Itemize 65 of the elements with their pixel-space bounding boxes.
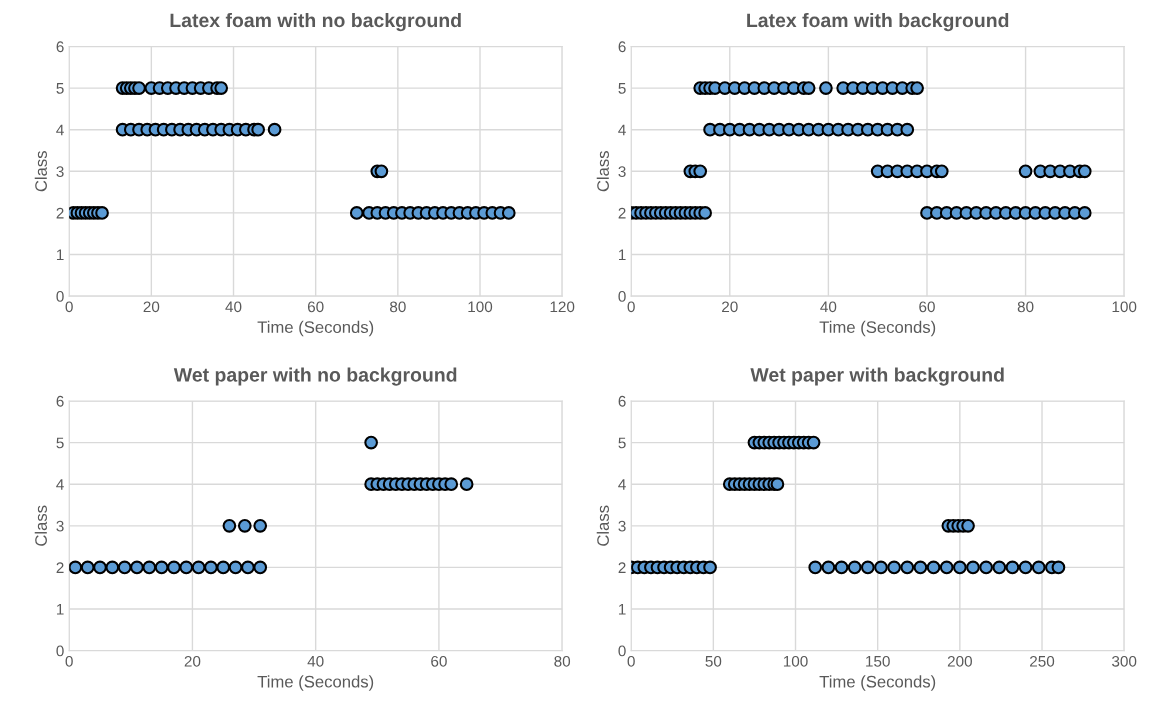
x-tick-label: 40 bbox=[225, 301, 242, 313]
x-tick-label: 300 bbox=[1112, 655, 1137, 667]
x-tick-label: 20 bbox=[143, 301, 160, 313]
y-tick-label: 1 bbox=[56, 604, 64, 615]
x-tick-label: 0 bbox=[65, 301, 73, 313]
x-tick-label: 250 bbox=[1030, 655, 1055, 667]
y-tick-label: 3 bbox=[56, 166, 64, 177]
x-tick-label: 60 bbox=[431, 655, 447, 667]
y-tick-label: 5 bbox=[56, 83, 64, 94]
y-tick-label: 0 bbox=[618, 645, 626, 657]
y-tick-label: 6 bbox=[618, 41, 626, 53]
x-tick-label: 120 bbox=[550, 301, 575, 313]
chart-title: Wet paper with no background bbox=[173, 367, 457, 386]
y-tick-label: 2 bbox=[56, 207, 64, 219]
y-tick-label: 0 bbox=[56, 645, 64, 657]
x-tick-label: 80 bbox=[554, 655, 571, 667]
x-tick-label: 0 bbox=[627, 301, 635, 313]
y-tick-label: 4 bbox=[618, 479, 626, 490]
x-tick-label: 60 bbox=[307, 301, 324, 313]
chart-title: Latex foam with background bbox=[747, 12, 1009, 32]
chart-title: Wet paper with background bbox=[750, 367, 1004, 386]
y-tick-label: 1 bbox=[56, 249, 64, 261]
x-tick-label: 200 bbox=[947, 655, 972, 667]
y-tick-label: 5 bbox=[618, 83, 626, 94]
x-tick-label: 80 bbox=[390, 301, 406, 313]
x-tick-label: 0 bbox=[65, 655, 73, 667]
y-tick-label: 5 bbox=[618, 437, 626, 449]
x-tick-label: 20 bbox=[722, 301, 738, 313]
y-tick-label: 5 bbox=[56, 437, 64, 449]
y-tick-label: 1 bbox=[618, 249, 626, 261]
y-tick-label: 4 bbox=[56, 479, 64, 490]
y-tick-label: 3 bbox=[618, 520, 626, 532]
y-tick-label: 4 bbox=[618, 124, 626, 136]
y-tick-label: 1 bbox=[618, 604, 626, 615]
x-tick-label: 100 bbox=[1112, 301, 1137, 313]
y-axis-title: Class bbox=[596, 151, 609, 192]
y-axis-title: Class bbox=[34, 505, 47, 546]
y-tick-label: 6 bbox=[618, 395, 626, 407]
y-tick-label: 4 bbox=[56, 124, 64, 136]
x-tick-label: 100 bbox=[783, 655, 808, 667]
x-axis-title: Time (Seconds) bbox=[819, 675, 936, 691]
x-axis-title: Time (Seconds) bbox=[257, 320, 374, 337]
x-tick-label: 150 bbox=[866, 655, 890, 667]
x-tick-label: 50 bbox=[705, 655, 722, 667]
x-axis-title: Time (Seconds) bbox=[819, 320, 936, 337]
y-axis-title: Class bbox=[34, 151, 47, 192]
y-tick-label: 6 bbox=[56, 41, 64, 53]
y-tick-label: 2 bbox=[618, 207, 626, 219]
y-tick-label: 2 bbox=[56, 562, 64, 573]
y-tick-label: 0 bbox=[618, 291, 626, 302]
y-tick-label: 3 bbox=[56, 520, 64, 532]
x-tick-label: 80 bbox=[1017, 301, 1034, 313]
y-tick-label: 0 bbox=[56, 291, 64, 302]
x-tick-label: 0 bbox=[627, 655, 635, 667]
y-axis-title: Class bbox=[596, 505, 609, 546]
y-tick-label: 6 bbox=[56, 395, 64, 407]
x-tick-label: 60 bbox=[919, 301, 935, 313]
x-axis-title: Time (Seconds) bbox=[257, 675, 374, 691]
y-tick-label: 3 bbox=[618, 166, 626, 177]
x-tick-label: 20 bbox=[184, 655, 201, 667]
x-tick-label: 100 bbox=[468, 301, 493, 313]
y-tick-label: 2 bbox=[618, 562, 626, 573]
chart-title: Latex foam with no background bbox=[170, 12, 461, 32]
x-tick-label: 40 bbox=[820, 301, 837, 313]
x-tick-label: 40 bbox=[307, 655, 324, 667]
